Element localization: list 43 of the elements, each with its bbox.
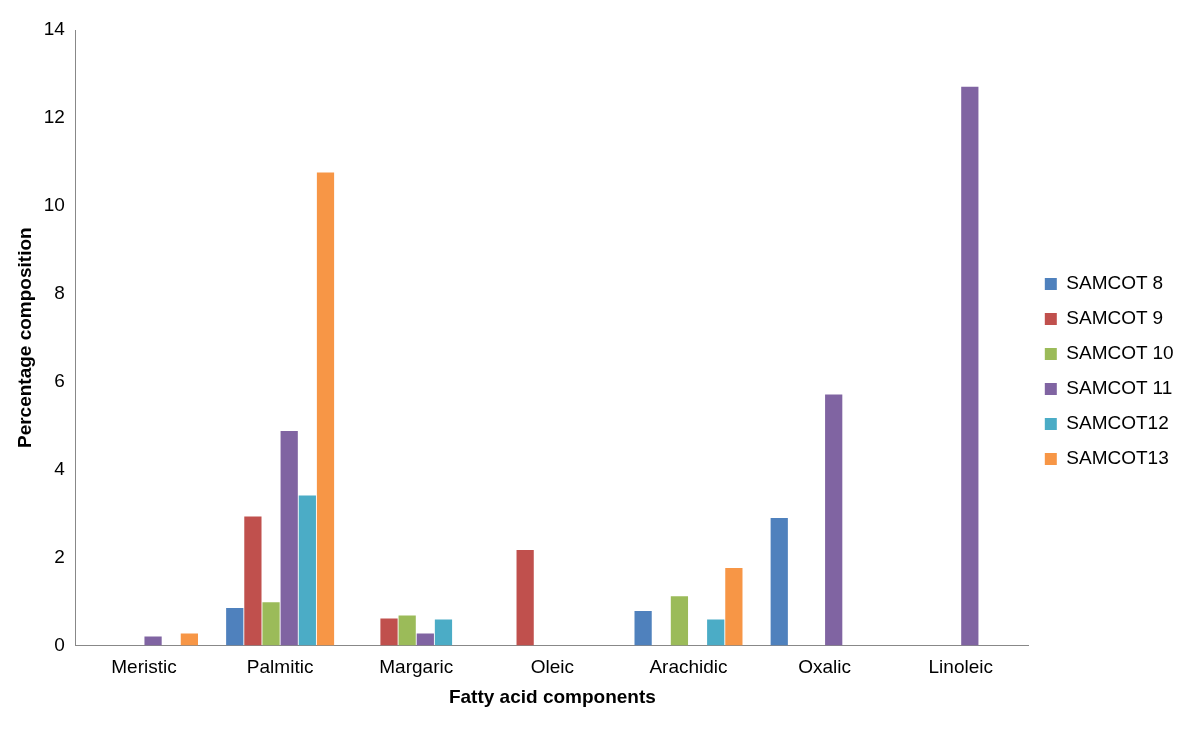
bar (144, 636, 162, 646)
bar (398, 615, 416, 646)
bar (262, 602, 280, 646)
bar (725, 568, 743, 646)
y-tick-label: 8 (54, 281, 65, 303)
legend-label: SAMCOT 9 (1066, 307, 1164, 329)
bar (516, 550, 534, 646)
bar (707, 619, 725, 646)
legend-label: SAMCOT 8 (1066, 272, 1164, 294)
legend-label: SAMCOT12 (1066, 412, 1169, 434)
bar (825, 394, 843, 646)
bar (180, 633, 198, 646)
y-tick-label: 2 (54, 545, 65, 567)
x-tick-label: Palmitic (246, 656, 314, 678)
x-tick-label: Meristic (111, 656, 177, 678)
x-tick-label: Arachidic (649, 656, 728, 678)
x-tick-label: Oleic (530, 656, 575, 678)
y-axis-title: Percentage composition (13, 227, 35, 449)
bar (280, 430, 298, 646)
bar (298, 495, 316, 646)
bar (770, 517, 788, 646)
bar (434, 619, 453, 646)
y-tick-label: 12 (43, 106, 65, 128)
bar (416, 633, 434, 646)
bar (670, 596, 689, 646)
x-axis-title: Fatty acid components (448, 685, 656, 707)
bar (316, 172, 335, 646)
y-tick-label: 4 (54, 457, 66, 479)
y-tick-label: 14 (43, 18, 66, 40)
bar (244, 516, 262, 646)
x-tick-label: Margaric (379, 656, 454, 678)
bar (226, 608, 244, 646)
y-tick-label: 6 (54, 369, 65, 391)
x-tick-label: Linoleic (928, 656, 993, 678)
x-tick-label: Oxalic (798, 656, 852, 678)
legend-label: SAMCOT 10 (1066, 342, 1174, 364)
bar (961, 86, 979, 646)
legend-label: SAMCOT13 (1066, 447, 1169, 469)
bar (380, 618, 398, 646)
bar (634, 611, 652, 646)
y-tick-label: 0 (54, 633, 65, 655)
y-tick-label: 10 (43, 194, 65, 216)
legend-label: SAMCOT 11 (1066, 377, 1173, 399)
